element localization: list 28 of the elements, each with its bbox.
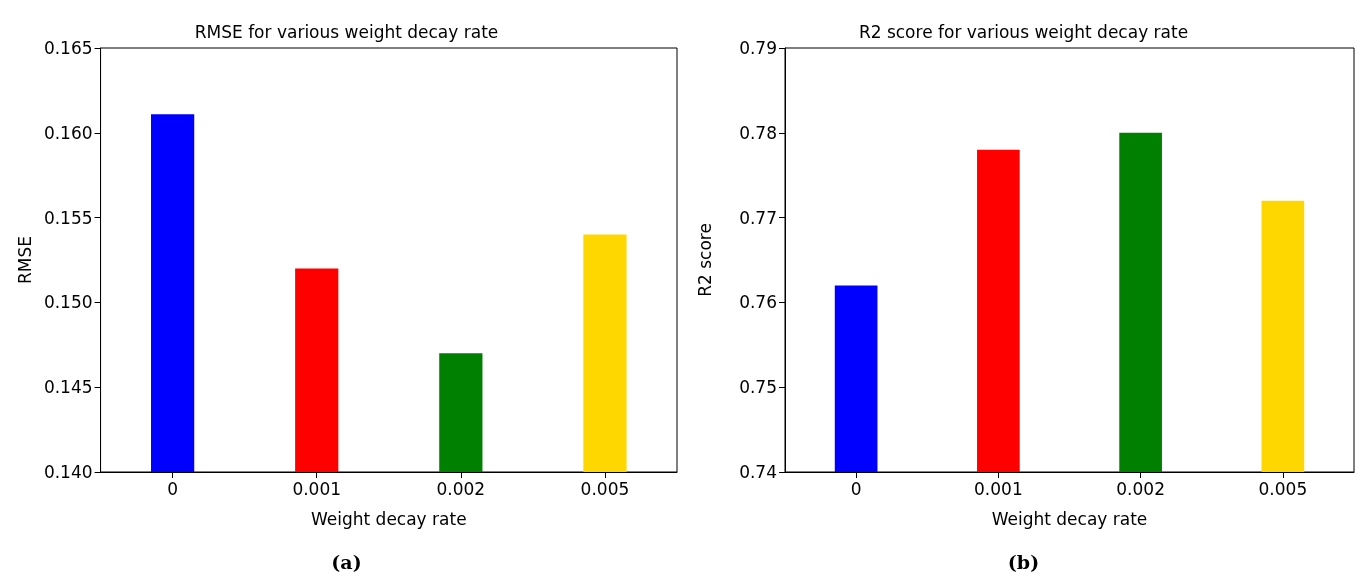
y-tick-label: 0.160 bbox=[43, 122, 93, 143]
y-axis-title: R2 score bbox=[694, 223, 715, 297]
y-tick-label: 0.165 bbox=[43, 38, 93, 58]
y-tick-label: 0.78 bbox=[739, 122, 777, 143]
x-tick-label: 0.005 bbox=[1258, 478, 1308, 499]
y-tick-label: 0.76 bbox=[739, 292, 777, 313]
text: (a) bbox=[331, 550, 362, 573]
x-axis-title: Weight decay rate bbox=[310, 508, 467, 529]
chart-title: RMSE for various weight decay rate bbox=[194, 21, 499, 42]
y-tick-label: 0.140 bbox=[43, 462, 93, 482]
x-tick-label: 0 bbox=[850, 478, 862, 499]
y-tick-label: 0.79 bbox=[739, 38, 777, 58]
x-axis-title: Weight decay rate bbox=[991, 508, 1148, 529]
y-tick-label: 0.145 bbox=[43, 377, 93, 398]
chart-title: R2 score for various weight decay rate bbox=[858, 21, 1189, 42]
x-tick-label: 0 bbox=[167, 478, 179, 499]
y-tick-label: 0.77 bbox=[739, 207, 777, 228]
y-tick-label: 0.150 bbox=[43, 292, 93, 313]
y-axis-title: RMSE bbox=[14, 235, 35, 285]
y-tick-label: 0.75 bbox=[739, 377, 777, 398]
x-tick-label: 0.001 bbox=[292, 478, 342, 499]
y-tick-label: 0.74 bbox=[739, 462, 777, 482]
x-tick-label: 0.005 bbox=[580, 478, 630, 499]
x-tick-label: 0.002 bbox=[436, 478, 486, 499]
x-tick-label: 0.002 bbox=[1116, 478, 1165, 499]
text: (b) bbox=[1007, 550, 1040, 573]
y-tick-label: 0.155 bbox=[43, 207, 93, 228]
x-tick-label: 0.001 bbox=[974, 478, 1023, 499]
